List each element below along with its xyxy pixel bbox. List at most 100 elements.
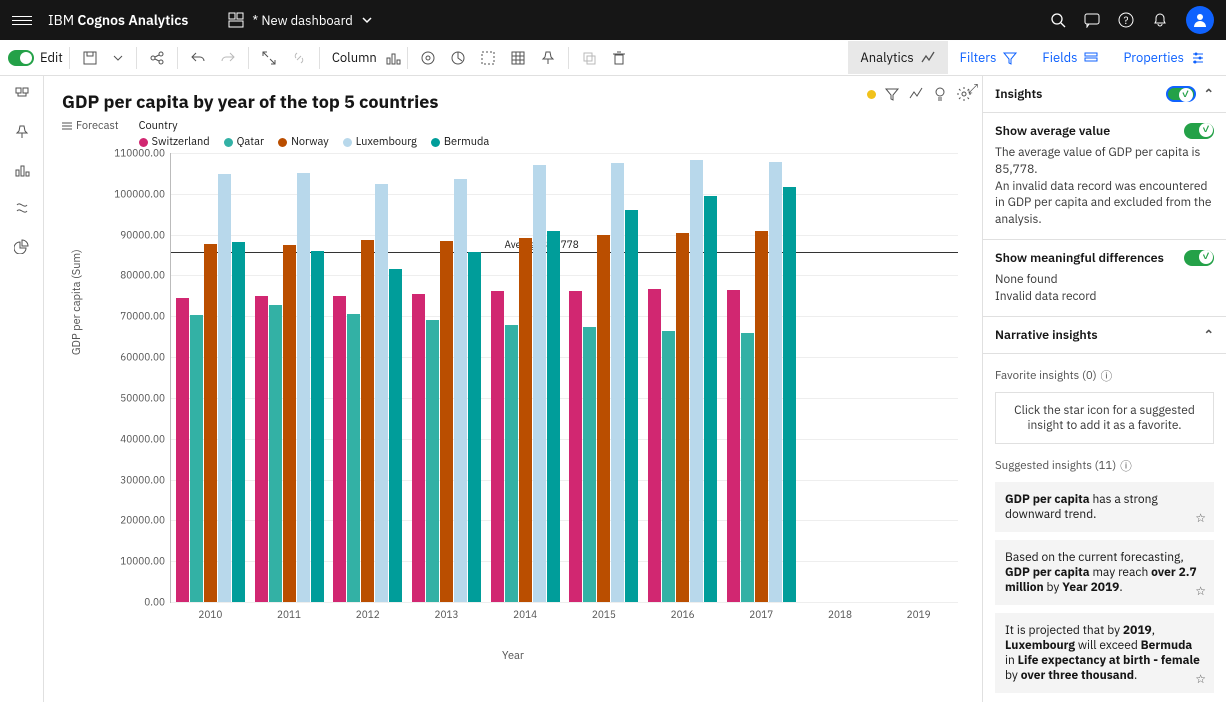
save-button[interactable] (76, 46, 104, 70)
show-diff-toggle[interactable] (1184, 250, 1214, 266)
bar[interactable] (375, 184, 388, 602)
legend-item[interactable]: Luxembourg (343, 135, 417, 149)
dashboard-switcher[interactable]: * New dashboard (228, 12, 372, 29)
bar[interactable] (805, 289, 818, 602)
column-chart-icon[interactable] (385, 50, 401, 66)
bar[interactable] (940, 169, 953, 602)
rail-assist-icon[interactable] (14, 200, 30, 216)
bar[interactable] (519, 238, 532, 602)
insights-toggle[interactable] (1166, 86, 1196, 102)
bar[interactable] (283, 245, 296, 602)
bar[interactable] (662, 331, 675, 602)
table-tool[interactable] (504, 46, 532, 70)
collapse-icon[interactable]: ⌃ (1204, 86, 1214, 102)
legend-item[interactable]: Norway (278, 135, 329, 149)
bar[interactable] (690, 160, 703, 602)
info-icon[interactable]: ⓘ (1120, 458, 1132, 474)
bar[interactable] (468, 252, 481, 602)
bar[interactable] (625, 210, 638, 602)
bar[interactable] (847, 160, 860, 602)
bar[interactable] (232, 242, 245, 602)
narrative-collapse-icon[interactable]: ⌃ (1204, 327, 1214, 343)
legend-item[interactable]: Bermuda (431, 135, 489, 149)
tab-fields[interactable]: Fields (1030, 41, 1111, 74)
bar[interactable] (769, 162, 782, 602)
bar[interactable] (426, 320, 439, 602)
expand-button[interactable] (255, 46, 283, 70)
bar[interactable] (454, 179, 467, 602)
bar[interactable] (926, 158, 939, 602)
bar[interactable] (727, 290, 740, 602)
bar[interactable] (547, 231, 560, 602)
undo-button[interactable] (184, 46, 212, 70)
bar[interactable] (533, 165, 546, 602)
save-menu[interactable] (106, 48, 130, 68)
edit-toggle[interactable] (8, 50, 34, 66)
bar[interactable] (218, 174, 231, 602)
bar[interactable] (491, 291, 504, 602)
insight-card[interactable]: It is projected that by 2019, Luxembourg… (995, 613, 1214, 693)
star-icon[interactable]: ☆ (1195, 584, 1206, 599)
bar[interactable] (176, 298, 189, 602)
chat-icon[interactable] (1084, 12, 1100, 28)
tool-b[interactable] (444, 46, 472, 70)
tool-a[interactable] (414, 46, 442, 70)
bar[interactable] (412, 294, 425, 602)
search-icon[interactable] (1050, 12, 1066, 28)
bar[interactable] (755, 231, 768, 602)
hamburger-icon[interactable] (12, 10, 32, 30)
bar[interactable] (898, 346, 911, 602)
rail-pin-icon[interactable] (14, 124, 30, 140)
bar[interactable] (204, 244, 217, 602)
bar[interactable] (583, 327, 596, 602)
help-icon[interactable]: ? (1118, 12, 1134, 28)
star-icon[interactable]: ☆ (1195, 672, 1206, 687)
show-average-toggle[interactable] (1184, 123, 1214, 139)
bar[interactable] (269, 305, 282, 602)
bar[interactable] (861, 179, 874, 602)
bar[interactable] (676, 233, 689, 602)
bar[interactable] (333, 296, 346, 602)
bar[interactable] (311, 251, 324, 602)
tab-filters[interactable]: Filters (948, 41, 1031, 74)
tab-properties[interactable]: Properties (1111, 41, 1218, 74)
info-icon[interactable]: ⓘ (1101, 368, 1113, 384)
select-tool[interactable] (474, 46, 502, 70)
tab-analytics[interactable]: Analytics (848, 41, 947, 74)
bar[interactable] (190, 315, 203, 602)
gear-icon[interactable] (956, 86, 972, 102)
filter-icon[interactable] (884, 86, 900, 102)
bar[interactable] (912, 230, 925, 602)
bar[interactable] (819, 337, 832, 602)
rail-widgets-icon[interactable] (14, 238, 30, 254)
pin-tool[interactable] (534, 46, 562, 70)
viz-type-label[interactable]: Column (326, 49, 383, 66)
copy-button[interactable] (575, 46, 603, 70)
forecast-icon[interactable] (908, 86, 924, 102)
bar[interactable] (884, 286, 897, 602)
bar[interactable] (741, 333, 754, 602)
redo-button[interactable] (214, 46, 242, 70)
rail-data-icon[interactable] (14, 86, 30, 102)
star-icon[interactable]: ☆ (1195, 511, 1206, 526)
insight-card[interactable]: GDP per capita has a strong downward tre… (995, 482, 1214, 532)
bar[interactable] (505, 325, 518, 602)
bar[interactable] (440, 241, 453, 602)
insight-card[interactable]: Based on the current forecasting, GDP pe… (995, 540, 1214, 605)
bar[interactable] (648, 289, 661, 602)
user-avatar[interactable] (1186, 6, 1214, 34)
bar[interactable] (704, 196, 717, 602)
bar[interactable] (597, 235, 610, 602)
bar[interactable] (389, 269, 402, 602)
bar[interactable] (347, 314, 360, 602)
bar[interactable] (361, 240, 374, 602)
bar[interactable] (297, 173, 310, 602)
bar[interactable] (783, 187, 796, 602)
bar[interactable] (611, 163, 624, 602)
unlink-button[interactable] (285, 46, 313, 70)
legend-item[interactable]: Qatar (224, 135, 264, 149)
share-button[interactable] (143, 46, 171, 70)
notifications-icon[interactable] (1152, 12, 1168, 28)
bar[interactable] (833, 233, 846, 602)
bulb-icon[interactable] (932, 86, 948, 102)
